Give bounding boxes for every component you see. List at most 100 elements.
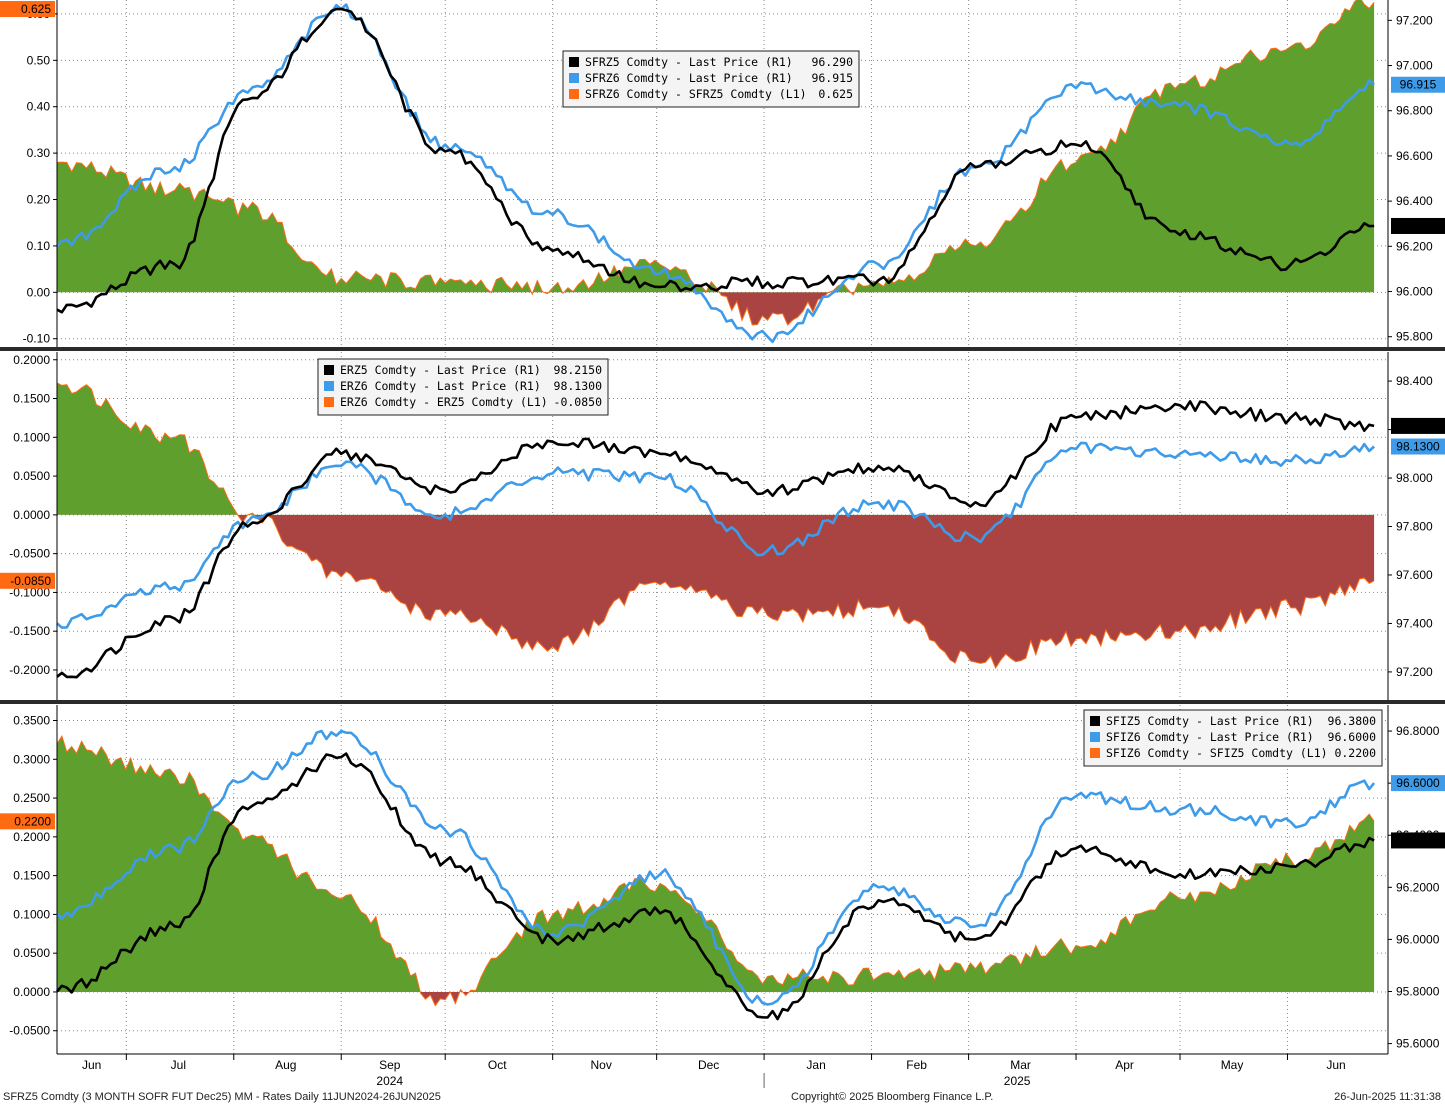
right-tick-label: 96.800	[1396, 104, 1433, 118]
last-value-tag-right	[1391, 217, 1445, 234]
chart-panel-3: 0.3500 0.3000 0.2500 0.2000 0.1500 0.1000 0.05…	[0, 705, 1445, 1054]
legend-label: SFRZ5 Comdty - Last Price (R1)	[585, 55, 793, 69]
legend-swatch	[569, 73, 579, 83]
right-tick-label: 96.2000	[1396, 880, 1440, 894]
legend-box	[562, 50, 860, 108]
spread-area-negative	[57, 514, 1375, 668]
legend-value: 0.2200	[1334, 746, 1376, 760]
last-value-left-label: 0.2200	[14, 814, 51, 828]
spread-line	[56, 0, 1375, 326]
legend-value: 96.3800	[1328, 714, 1377, 728]
left-tick-label: 0.0500	[13, 946, 50, 960]
left-tick-label: 0.0500	[13, 469, 50, 483]
left-tick-label: 0.1000	[13, 430, 50, 444]
left-tick-label: 0.1500	[13, 869, 50, 883]
right-tick-label: 95.8000	[1396, 984, 1440, 998]
far-contract-line	[56, 729, 1376, 1006]
left-tick-label: 0.50	[27, 53, 51, 67]
right-tick-label: 97.600	[1396, 568, 1433, 582]
x-tick-label-month: May	[1221, 1058, 1244, 1072]
legend-box	[1083, 709, 1383, 767]
legend-value: 96.915	[811, 71, 853, 85]
left-tick-label: -0.1500	[9, 624, 50, 638]
right-tick-label: 96.400	[1396, 194, 1433, 208]
last-value-right-label: 96.290	[1400, 219, 1437, 233]
left-tick-label: 0.0000	[13, 508, 50, 522]
x-tick-label-month: Jul	[171, 1058, 186, 1072]
left-tick-label: 0.40	[27, 100, 51, 114]
x-tick-label-month: Apr	[1115, 1058, 1134, 1072]
last-value-tag-left	[0, 1, 55, 17]
legend-label: SFIZ5 Comdty - Last Price (R1)	[1106, 714, 1314, 728]
last-value-tag-right	[1391, 775, 1445, 792]
right-tick-label: 97.000	[1396, 59, 1433, 73]
spread-area-positive	[57, 383, 255, 515]
left-tick-label: -0.0500	[9, 1024, 50, 1038]
legend-swatch	[324, 397, 334, 407]
x-tick-label-month: Sep	[379, 1058, 401, 1072]
last-value-right-label: 96.3800	[1396, 833, 1440, 847]
x-tick-label-month: Mar	[1010, 1058, 1031, 1072]
right-tick-label: 96.8000	[1396, 724, 1440, 738]
left-tick-label: 0.1000	[13, 907, 50, 921]
legend-label: ERZ6 Comdty - Last Price (R1)	[340, 379, 541, 393]
legend-label: ERZ5 Comdty - Last Price (R1)	[340, 363, 541, 377]
chart-panel-1: 0.600.500.400.300.200.100.00-0.1097.2009…	[0, 0, 1445, 348]
x-tick-label-year: 2024	[376, 1074, 403, 1088]
last-value-left-label: -0.0850	[10, 574, 51, 588]
spread-area-positive	[57, 0, 1375, 293]
legend-value: 96.6000	[1328, 730, 1377, 744]
footer-copyright: Copyright© 2025 Bloomberg Finance L.P.	[791, 1091, 994, 1103]
x-tick-label-month: Oct	[488, 1058, 507, 1072]
legend-value: 0.625	[818, 87, 853, 101]
right-tick-label: 97.200	[1396, 13, 1433, 27]
left-tick-label: 0.2000	[13, 830, 50, 844]
right-tick-label: 97.200	[1396, 665, 1433, 679]
x-tick-label-year: 2025	[1004, 1074, 1031, 1088]
x-tick-label-month: Feb	[906, 1058, 927, 1072]
near-contract-line	[56, 400, 1375, 679]
left-tick-label: 0.0000	[13, 985, 50, 999]
last-value-tag-right	[1391, 417, 1445, 434]
last-value-left-label: 0.625	[21, 2, 51, 16]
x-tick-label-month: Jan	[806, 1058, 825, 1072]
panels: 0.600.500.400.300.200.100.00-0.1097.2009…	[0, 0, 1445, 1054]
last-value-tag-right	[1391, 832, 1445, 849]
legend-swatch	[1090, 732, 1100, 742]
right-tick-label: 96.0000	[1396, 932, 1440, 946]
near-contract-line	[56, 7, 1375, 314]
spread-line	[56, 735, 1375, 1007]
legend-value: 98.2150	[554, 363, 603, 377]
legend-value: -0.0850	[554, 395, 603, 409]
left-tick-label: -0.0500	[9, 547, 50, 561]
left-tick-label: 0.20	[27, 193, 51, 207]
right-tick-label: 95.800	[1396, 330, 1433, 344]
left-tick-label: 0.00	[27, 285, 51, 299]
legend-label: SFRZ6 Comdty - SFRZ5 Comdty (L1)	[585, 87, 807, 101]
legend-swatch	[569, 89, 579, 99]
near-contract-line	[56, 752, 1375, 1021]
left-tick-label: -0.2000	[9, 663, 50, 677]
right-tick-label: 96.000	[1396, 285, 1433, 299]
footer-security-info: SFRZ5 Comdty (3 MONTH SOFR FUT Dec25) MM…	[3, 1091, 441, 1103]
chart-panel-2: 0.2000 0.1500 0.1000 0.0500 0.0000 -0.0500 -0.…	[0, 352, 1445, 701]
last-value-tag-right	[1391, 438, 1445, 455]
last-value-right-label: 98.1300	[1396, 440, 1440, 454]
spread-line	[56, 382, 1375, 670]
left-tick-label: 0.3500	[13, 714, 50, 728]
left-tick-label: 0.30	[27, 146, 51, 160]
right-tick-label: 98.000	[1396, 471, 1433, 485]
legend-swatch	[569, 57, 579, 67]
left-tick-label: 0.2000	[13, 353, 50, 367]
x-axis: Jun Jul Aug Sep Oct Nov Dec Jan Feb Mar Apr May Jun 2…	[0, 347, 1445, 1088]
last-value-tag-left	[0, 813, 55, 830]
spread-area-negative	[491, 292, 855, 325]
left-tick-label: -0.10	[23, 332, 51, 346]
legend-swatch	[1090, 748, 1100, 758]
legend-box	[317, 358, 609, 416]
left-tick-label: 0.10	[27, 239, 51, 253]
legend-label: ERZ6 Comdty - ERZ5 Comdty (L1)	[340, 395, 548, 409]
right-tick-label: 95.6000	[1396, 1037, 1440, 1051]
footer-timestamp: 26-Jun-2025 11:31:38	[1334, 1091, 1441, 1103]
